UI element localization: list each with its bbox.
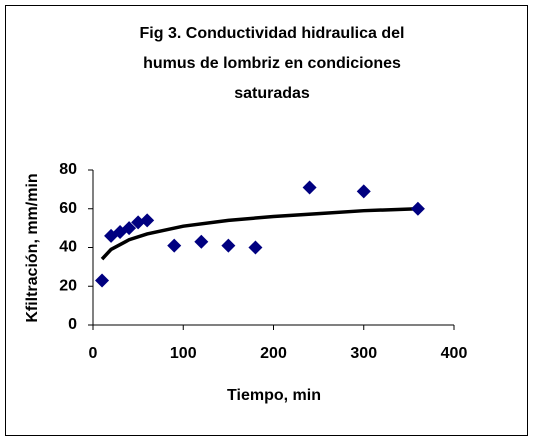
data-point xyxy=(410,201,425,216)
x-tick-label: 300 xyxy=(350,345,377,362)
data-point xyxy=(95,273,110,288)
x-tick-label: 0 xyxy=(89,345,98,362)
y-tick-label: 20 xyxy=(59,277,77,294)
x-tick-label: 400 xyxy=(441,345,468,362)
data-point xyxy=(140,213,155,228)
chart-title: humus de lombriz en condiciones xyxy=(143,55,401,72)
y-tick-label: 0 xyxy=(68,316,77,333)
y-axis-label: Kfiltración, mm/min xyxy=(24,173,41,322)
x-tick-label: 200 xyxy=(260,345,287,362)
data-point xyxy=(122,221,137,236)
x-axis-label: Tiempo, min xyxy=(227,387,321,404)
trendline xyxy=(100,207,418,261)
y-tick-label: 60 xyxy=(59,200,77,217)
data-point xyxy=(221,238,236,253)
data-point xyxy=(248,240,263,255)
chart-title: saturadas xyxy=(234,85,310,102)
data-point xyxy=(167,238,182,253)
data-point xyxy=(131,215,146,230)
data-point xyxy=(356,184,371,199)
x-tick-label: 100 xyxy=(170,345,197,362)
data-point xyxy=(194,234,209,249)
y-tick-label: 40 xyxy=(59,239,77,256)
data-point xyxy=(302,180,317,195)
y-tick-label: 80 xyxy=(59,161,77,178)
chart-title: Fig 3. Conductividad hidraulica del xyxy=(140,25,405,42)
